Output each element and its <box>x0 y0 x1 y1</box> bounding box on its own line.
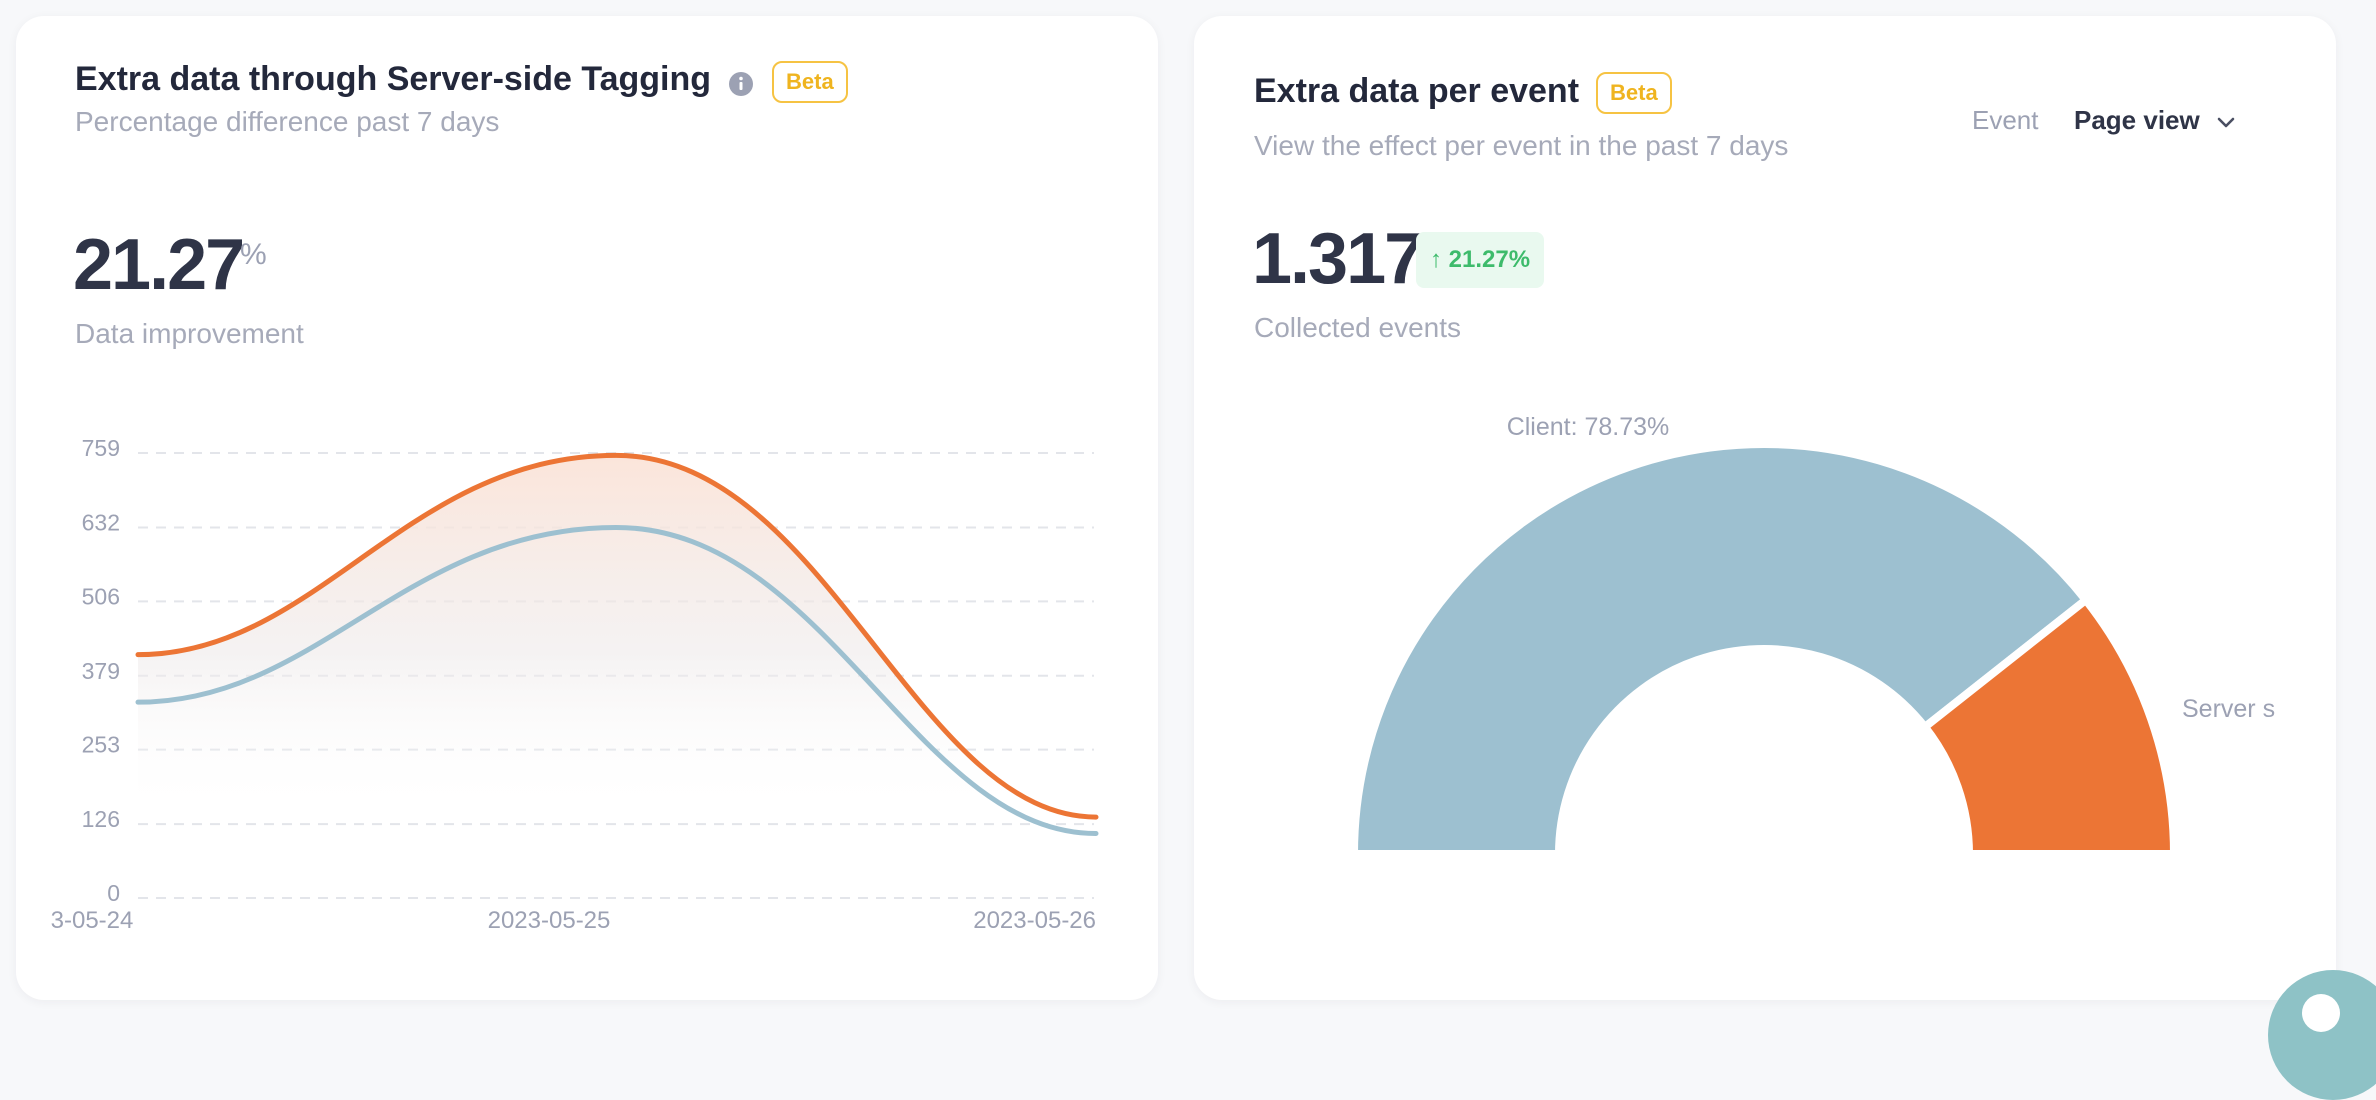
y-tick-label: 759 <box>82 435 120 461</box>
event-select-label: Event <box>1972 105 2039 135</box>
x-tick-label: 3-05-24 <box>51 907 134 934</box>
x-tick-label: 2023-05-25 <box>488 907 611 934</box>
x-tick-label: 2023-05-26 <box>973 907 1096 934</box>
change-value: 21.27% <box>1448 246 1531 273</box>
event-select[interactable]: Page view <box>2074 96 2254 146</box>
event-select-value: Page view <box>2074 105 2200 135</box>
extra-data-card: Extra data through Server-side Tagging B… <box>16 16 1158 1000</box>
series-line <box>135 524 1099 837</box>
beta-badge: Beta <box>772 61 848 103</box>
y-tick-label: 379 <box>82 658 120 684</box>
card-title: Extra data through Server-side Tagging <box>75 60 712 98</box>
line-chart: 0 126 253 379 506 632 759 3-05-24 2023-05-25 202… <box>51 435 1099 934</box>
slice-label: Server s <box>2182 695 2275 723</box>
arrow-up-icon: ↑ <box>1430 246 1442 273</box>
change-badge: ↑ 21.27% <box>1416 232 1545 288</box>
y-tick-label: 253 <box>82 732 120 758</box>
beta-badge: Beta <box>1596 72 1672 114</box>
series-area <box>138 455 1096 818</box>
metric-caption: Collected events <box>1254 312 1462 343</box>
gauge-chart: Client: 78.73% Server s <box>1350 413 2275 858</box>
collected-events-value: 1.317 <box>1252 219 1424 299</box>
y-tick-label: 506 <box>82 583 120 609</box>
y-tick-label: 0 <box>107 880 120 906</box>
metric-unit: % <box>240 238 267 271</box>
chevron-down-icon <box>2217 117 2235 128</box>
metric-caption: Data improvement <box>75 318 304 349</box>
y-tick-label: 126 <box>82 806 120 832</box>
card-title: Extra data per event <box>1254 72 1580 110</box>
gauge-slice <box>1350 440 2090 858</box>
slice-label: Client: 78.73% <box>1507 413 1670 441</box>
info-icon[interactable] <box>728 71 754 97</box>
extra-data-per-event-card: Extra data per event Beta View the effec… <box>1194 16 2336 1000</box>
card-subtitle: View the effect per event in the past 7 … <box>1254 130 1789 161</box>
metric-value: 21.27 <box>73 225 245 305</box>
series-line <box>135 452 1099 820</box>
gauge-slice <box>1920 595 2178 858</box>
card-subtitle: Percentage difference past 7 days <box>75 106 500 137</box>
y-tick-label: 632 <box>82 509 120 535</box>
chat-icon <box>2302 994 2340 1032</box>
